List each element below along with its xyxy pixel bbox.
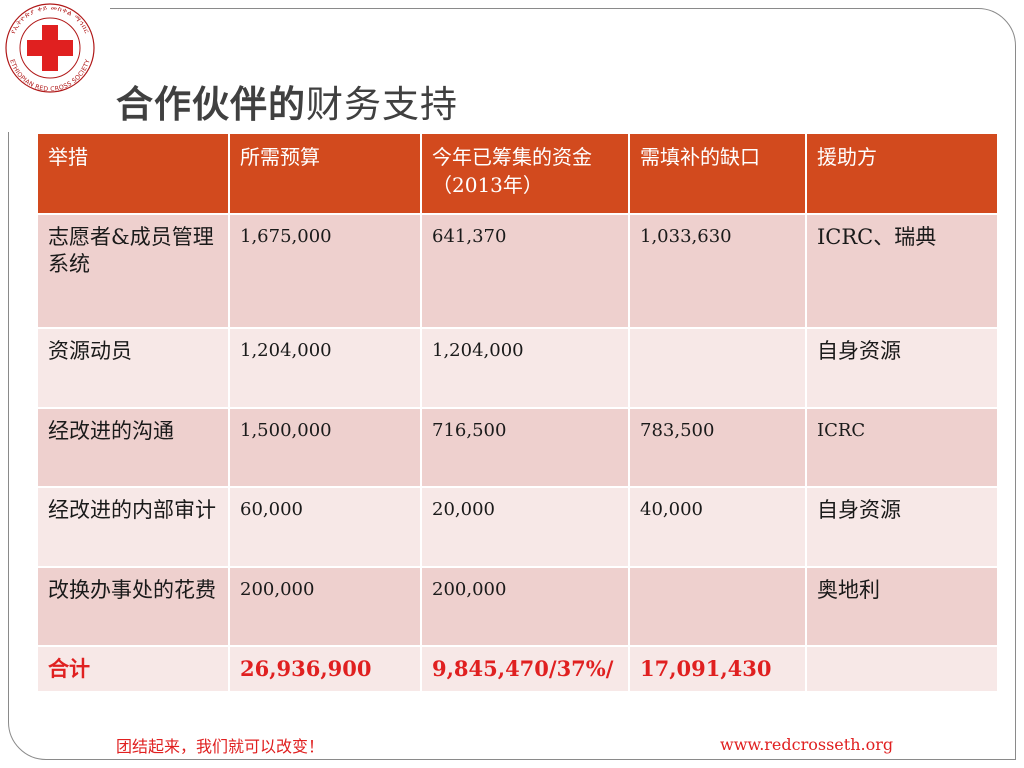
total-budget: 26,936,900 — [228, 645, 422, 693]
raised-cell: 716,500 — [420, 407, 630, 488]
donor-cell: 自身资源 — [805, 327, 999, 409]
budget-cell: 1,675,000 — [228, 213, 422, 329]
slide-frame — [8, 8, 1016, 760]
gap-cell: 783,500 — [628, 407, 807, 488]
budget-cell: 1,500,000 — [228, 407, 422, 488]
table-row: 改换办事处的花费 200,000 200,000 奥地利 — [36, 566, 999, 647]
header-budget: 所需预算 — [228, 132, 422, 215]
gap-cell: 40,000 — [628, 486, 807, 568]
raised-cell: 200,000 — [420, 566, 630, 647]
footer-url: www.redcrosseth.org — [720, 735, 894, 754]
red-cross-logo: የኢትዮጵያ ቀይ መስቀል ማኅበር ETHIOPIAN RED CROSS … — [5, 3, 95, 93]
slide-title-bold: 合作伙伴的 — [116, 83, 306, 126]
measure-cell: 经改进的内部审计 — [36, 486, 230, 568]
total-label: 合计 — [36, 645, 230, 693]
total-donor — [805, 645, 999, 693]
donor-cell: 奥地利 — [805, 566, 999, 647]
header-raised: 今年已筹集的资金（2013年） — [420, 132, 630, 215]
header-gap: 需填补的缺口 — [628, 132, 807, 215]
table-row: 志愿者&成员管理系统 1,675,000 641,370 1,033,630 I… — [36, 213, 999, 329]
donor-cell: ICRC — [805, 407, 999, 488]
frame-gap-left — [0, 92, 9, 132]
raised-cell: 641,370 — [420, 213, 630, 329]
total-gap: 17,091,430 — [628, 645, 807, 693]
gap-cell — [628, 327, 807, 409]
budget-cell: 1,204,000 — [228, 327, 422, 409]
table-row: 经改进的沟通 1,500,000 716,500 783,500 ICRC — [36, 407, 999, 488]
budget-cell: 200,000 — [228, 566, 422, 647]
donor-cell: ICRC、瑞典 — [805, 213, 999, 329]
raised-cell: 1,204,000 — [420, 327, 630, 409]
slide-title: 合作伙伴的财务支持 — [116, 74, 458, 128]
slide-title-rest: 财务支持 — [306, 83, 458, 126]
measure-cell: 经改进的沟通 — [36, 407, 230, 488]
header-measure: 举措 — [36, 132, 230, 215]
table-header-row: 举措 所需预算 今年已筹集的资金（2013年） 需填补的缺口 援助方 — [36, 132, 999, 215]
donor-cell: 自身资源 — [805, 486, 999, 568]
header-donor: 援助方 — [805, 132, 999, 215]
raised-cell: 20,000 — [420, 486, 630, 568]
gap-cell — [628, 566, 807, 647]
table-row: 资源动员 1,204,000 1,204,000 自身资源 — [36, 327, 999, 409]
total-raised: 9,845,470/37%/ — [420, 645, 630, 693]
budget-cell: 60,000 — [228, 486, 422, 568]
measure-cell: 资源动员 — [36, 327, 230, 409]
measure-cell: 志愿者&成员管理系统 — [36, 213, 230, 329]
gap-cell: 1,033,630 — [628, 213, 807, 329]
budget-table: 举措 所需预算 今年已筹集的资金（2013年） 需填补的缺口 援助方 志愿者&成… — [36, 132, 999, 693]
footer-slogan: 团结起来，我们就可以改变！ — [116, 737, 325, 756]
total-row: 合计 26,936,900 9,845,470/37%/ 17,091,430 — [36, 645, 999, 693]
measure-cell: 改换办事处的花费 — [36, 566, 230, 647]
table-row: 经改进的内部审计 60,000 20,000 40,000 自身资源 — [36, 486, 999, 568]
